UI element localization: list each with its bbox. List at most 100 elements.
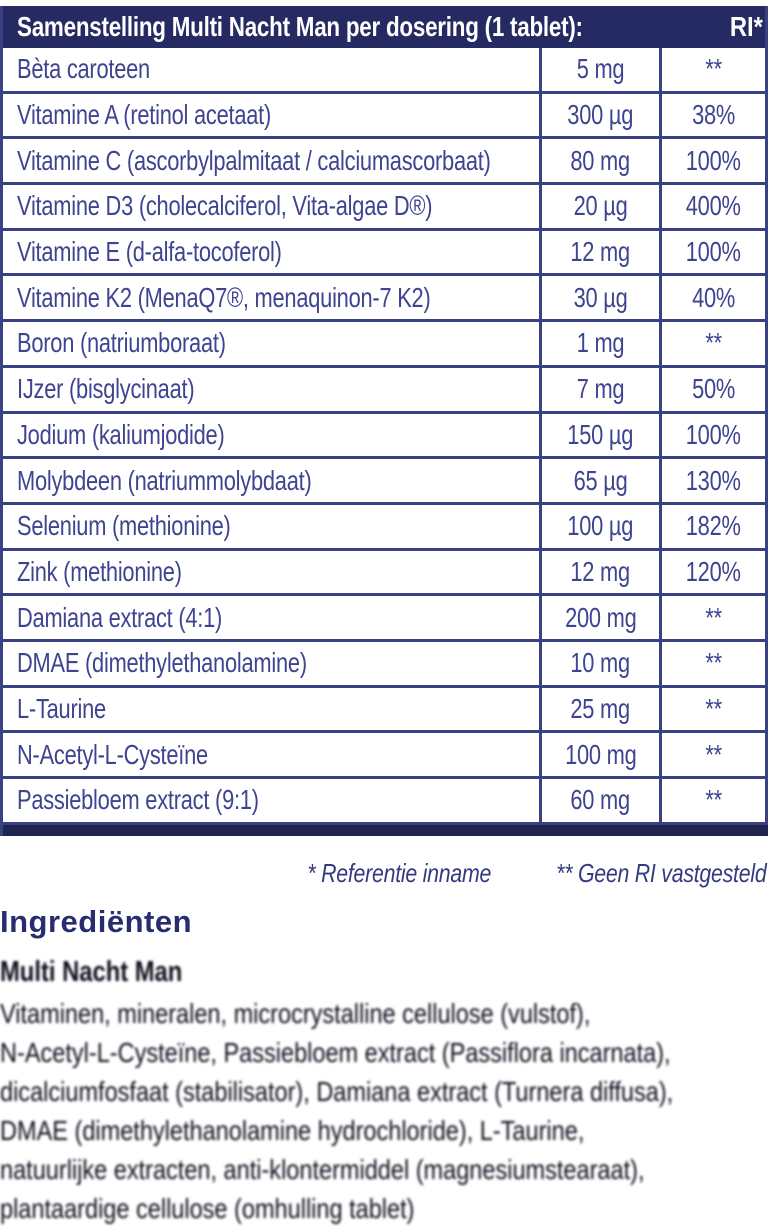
ingredient-name: Vitamine K2 (MenaQ7®, menaquinon-7 K2) <box>17 281 431 313</box>
ingredient-ri-value: 120% <box>686 555 741 587</box>
table-title: Samenstelling Multi Nacht Man per doseri… <box>17 11 583 42</box>
ingredient-ri-cell: ** <box>659 733 765 776</box>
ingredient-ri-cell: 130% <box>659 459 765 502</box>
ri-column-header: RI* <box>730 11 764 42</box>
table-row: Passiebloem extract (9:1) 60 mg ** <box>3 779 765 825</box>
ingredient-amount-cell: 1 mg <box>539 322 659 365</box>
ingredient-ri-cell: ** <box>659 779 765 822</box>
ingredient-amount-cell: 100 µg <box>539 504 659 548</box>
ingredient-ri-value: ** <box>705 327 722 359</box>
table-row: Vitamine D3 (cholecalciferol, Vita-algae… <box>3 185 765 231</box>
ingredient-ri-cell: 120% <box>659 550 765 594</box>
ingredient-amount-cell: 80 mg <box>539 139 659 183</box>
ingredient-name: Vitamine E (d-alfa-tocoferol) <box>17 236 282 268</box>
ingredient-ri-value: 130% <box>686 464 741 496</box>
ingredient-amount-cell: 65 µg <box>539 459 659 502</box>
ingredient-ri-cell: 182% <box>659 504 765 548</box>
table-row: Vitamine E (d-alfa-tocoferol) 12 mg 100% <box>3 230 765 277</box>
ingredient-ri-value: 100% <box>686 236 741 268</box>
ingredient-name-cell: Boron (natriumboraat) <box>3 322 539 365</box>
ingredient-ri-value: ** <box>705 692 722 724</box>
table-row: N-Acetyl-L-Cysteïne 100 mg ** <box>3 733 765 779</box>
ingredient-ri-value: ** <box>705 738 722 770</box>
ingredient-amount-cell: 200 mg <box>539 596 659 639</box>
ingredient-name: Passiebloem extract (9:1) <box>17 784 259 816</box>
ingredient-name-cell: N-Acetyl-L-Cysteïne <box>3 733 539 776</box>
ingredient-amount-cell: 12 mg <box>539 230 659 274</box>
ingredient-amount-cell: 25 mg <box>539 687 659 731</box>
ingredient-amount-cell: 100 mg <box>539 733 659 776</box>
ingredient-name: N-Acetyl-L-Cysteïne <box>17 738 208 770</box>
ingredient-ri-cell: 38% <box>659 93 765 137</box>
table-row: DMAE (dimethylethanolamine) 10 mg ** <box>3 641 765 688</box>
ingredient-name-cell: IJzer (bisglycinaat) <box>3 368 539 411</box>
ingredient-ri-cell: ** <box>659 596 765 639</box>
ingredient-name-cell: Damiana extract (4:1) <box>3 596 539 639</box>
ingredient-name-cell: Bèta caroteen <box>3 48 539 91</box>
ingredient-ri-value: 100% <box>686 418 741 450</box>
ingredient-name: Jodium (kaliumjodide) <box>17 418 225 450</box>
ingredient-name-cell: Molybdeen (natriummolybdaat) <box>3 459 539 502</box>
ingredient-name: Bèta caroteen <box>17 53 150 85</box>
ingredient-ri-cell: ** <box>659 322 765 365</box>
ingredient-amount-cell: 5 mg <box>539 48 659 91</box>
ingredient-ri-cell: 100% <box>659 230 765 274</box>
ingredient-ri-cell: 100% <box>659 413 765 457</box>
table-row: Boron (natriumboraat) 1 mg ** <box>3 322 765 368</box>
ingredient-name-cell: Vitamine A (retinol acetaat) <box>3 94 539 137</box>
table-row: IJzer (bisglycinaat) 7 mg 50% <box>3 367 765 414</box>
ingredients-line: plantaardige cellulose (omhulling tablet… <box>0 1192 415 1224</box>
ingredient-amount: 300 µg <box>567 99 634 131</box>
ingredients-lines: Vitaminen, mineralen, microcrystalline c… <box>0 994 768 1228</box>
ingredient-amount: 20 µg <box>573 190 628 222</box>
table-row: Molybdeen (natriummolybdaat) 65 µg 130% <box>3 459 765 505</box>
ingredient-name: Damiana extract (4:1) <box>17 601 223 633</box>
ingredient-name: DMAE (dimethylethanolamine) <box>17 647 307 679</box>
ingredient-ri-value: ** <box>705 647 722 679</box>
ingredient-name-cell: Zink (methionine) <box>3 551 539 594</box>
ingredient-amount: 12 mg <box>570 236 631 268</box>
ingredient-ri-cell: 40% <box>659 276 765 320</box>
ri-footnote: * Referentie inname ** Geen RI vastgestel… <box>0 858 768 888</box>
ingredient-ri-value: 400% <box>686 190 741 222</box>
ingredient-amount-cell: 150 µg <box>539 413 659 457</box>
ingredient-ri-cell: 100% <box>659 139 765 183</box>
ingredient-amount: 200 mg <box>564 601 637 633</box>
table-bottom-border <box>3 824 768 836</box>
ingredients-subheading: Multi Nacht Man <box>0 955 183 988</box>
table-row: Damiana extract (4:1) 200 mg ** <box>3 596 765 642</box>
ingredient-name: Boron (natriumboraat) <box>17 327 226 359</box>
ingredient-amount-cell: 12 mg <box>539 550 659 594</box>
ingredient-name-cell: DMAE (dimethylethanolamine) <box>3 642 539 685</box>
ingredient-name: Vitamine D3 (cholecalciferol, Vita-algae… <box>17 190 433 222</box>
table-row: Bèta caroteen 5 mg ** <box>3 48 765 94</box>
ingredient-amount-cell: 10 mg <box>539 641 659 685</box>
ingredient-name-cell: L-Taurine <box>3 688 539 731</box>
table-body: Bèta caroteen 5 mg ** Vitamine A (retino… <box>3 48 765 825</box>
ingredient-ri-value: 50% <box>691 373 736 405</box>
ingredient-name-cell: Vitamine E (d-alfa-tocoferol) <box>3 231 539 274</box>
ingredient-name-cell: Vitamine K2 (MenaQ7®, menaquinon-7 K2) <box>3 276 539 319</box>
ingredient-amount: 80 mg <box>570 144 631 176</box>
ingredient-ri-value: 100% <box>686 144 741 176</box>
ingredients-line: Vitaminen, mineralen, microcrystalline c… <box>0 997 591 1029</box>
ingredient-ri-cell: 50% <box>659 367 765 411</box>
ingredient-amount: 100 µg <box>567 510 634 542</box>
table-row: Jodium (kaliumjodide) 150 µg 100% <box>3 413 765 460</box>
ingredient-amount: 150 µg <box>567 418 634 450</box>
ingredient-ri-cell: ** <box>659 48 765 91</box>
ingredient-amount-cell: 20 µg <box>539 185 659 228</box>
ingredient-amount-cell: 300 µg <box>539 93 659 137</box>
ingredient-amount-cell: 60 mg <box>539 779 659 822</box>
ingredient-name: Zink (methionine) <box>17 555 182 587</box>
ingredient-amount: 65 µg <box>573 464 628 496</box>
ingredients-line: dicalciumfosfaat (stabilisator), Damiana… <box>0 1075 674 1107</box>
ingredient-ri-cell: ** <box>659 641 765 685</box>
ingredient-ri-cell: 400% <box>659 185 765 228</box>
ingredient-amount: 12 mg <box>570 555 631 587</box>
composition-table: Samenstelling Multi Nacht Man per doseri… <box>0 6 768 836</box>
ingredient-amount-cell: 30 µg <box>539 276 659 320</box>
ingredient-name-cell: Selenium (methionine) <box>3 505 539 548</box>
ingredient-ri-value: 182% <box>686 510 741 542</box>
